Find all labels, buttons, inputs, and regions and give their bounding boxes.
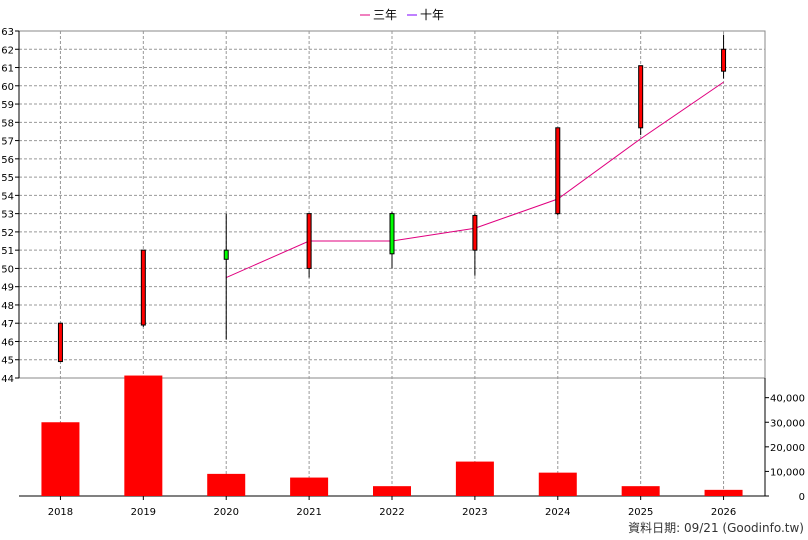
volume-bar [41, 422, 80, 496]
volume-bar [538, 472, 577, 496]
candle-body [721, 48, 727, 72]
x-tick-label: 2021 [296, 507, 321, 518]
candle-body [306, 213, 312, 269]
candle-body [223, 249, 229, 260]
volume-y-axis: 0 10,000 20,000 30,000 40,000 [764, 378, 805, 503]
volume-y-tick-label: 20,000 [770, 443, 805, 454]
volume-bar [455, 461, 494, 496]
candle-body [472, 214, 478, 251]
volume-y-tick-label: 0 [799, 492, 805, 503]
price-y-tick-label: 60 [1, 82, 14, 93]
candle-body [57, 322, 63, 363]
volume-bar [124, 375, 163, 496]
candles [57, 34, 727, 363]
x-tick-label: 2022 [379, 507, 404, 518]
price-y-tick-label: 44 [1, 374, 14, 385]
x-tick-label: 2024 [545, 507, 570, 518]
price-y-tick-label: 46 [1, 337, 14, 348]
x-tick-label: 2023 [462, 507, 487, 518]
volume-bar [704, 489, 743, 496]
x-axis: 2018 2019 2020 2021 2022 2023 2024 2025 2026 [48, 496, 736, 518]
price-y-tick-label: 50 [1, 264, 14, 275]
price-y-tick-label: 57 [1, 137, 14, 148]
price-y-tick-label: 62 [1, 45, 14, 56]
volume-bar [373, 486, 411, 496]
price-y-tick-label: 63 [1, 27, 14, 38]
candle-body [140, 249, 146, 326]
volume-panel: 0 10,000 20,000 30,000 40,000 [19, 375, 805, 503]
price-y-tick-label: 56 [1, 155, 14, 166]
footer-source: 資料日期: 09/21 (Goodinfo.tw) [628, 521, 804, 535]
price-panel: 44 45 46 47 48 49 50 51 52 53 54 55 56 57 58 59 60 61 62 63 [1, 27, 766, 496]
candle-body [555, 127, 561, 215]
candle-body [638, 65, 644, 129]
price-y-axis: 44 45 46 47 48 49 50 51 52 53 54 55 56 57 58 59 60 61 62 63 [1, 27, 20, 385]
x-tick-label: 2020 [213, 507, 238, 518]
x-tick-label: 2026 [711, 507, 736, 518]
legend-label: 十年 [420, 8, 444, 22]
price-y-tick-label: 49 [1, 283, 14, 294]
price-y-tick-label: 53 [1, 210, 14, 221]
volume-y-tick-label: 40,000 [770, 394, 805, 405]
volume-bar [621, 486, 660, 496]
price-y-tick-label: 54 [1, 191, 14, 202]
volume-y-tick-label: 30,000 [770, 418, 805, 429]
x-tick-label: 2025 [628, 507, 653, 518]
volume-bar [290, 477, 329, 496]
candle-body [389, 213, 395, 255]
price-y-tick-label: 45 [1, 356, 14, 367]
price-y-tick-label: 52 [1, 228, 14, 239]
x-tick-label: 2018 [48, 507, 73, 518]
price-y-tick-label: 59 [1, 100, 14, 111]
x-tick-label: 2019 [131, 507, 156, 518]
price-y-tick-label: 51 [1, 246, 14, 257]
legend-label: 三年 [373, 8, 397, 22]
price-y-tick-label: 61 [1, 64, 14, 75]
price-y-tick-label: 47 [1, 319, 14, 330]
legend: 三年 十年 [360, 8, 444, 22]
volume-bar [207, 473, 246, 496]
price-y-tick-label: 55 [1, 173, 14, 184]
volume-y-tick-label: 10,000 [770, 467, 805, 478]
price-y-tick-label: 48 [1, 301, 14, 312]
price-y-tick-label: 58 [1, 118, 14, 129]
